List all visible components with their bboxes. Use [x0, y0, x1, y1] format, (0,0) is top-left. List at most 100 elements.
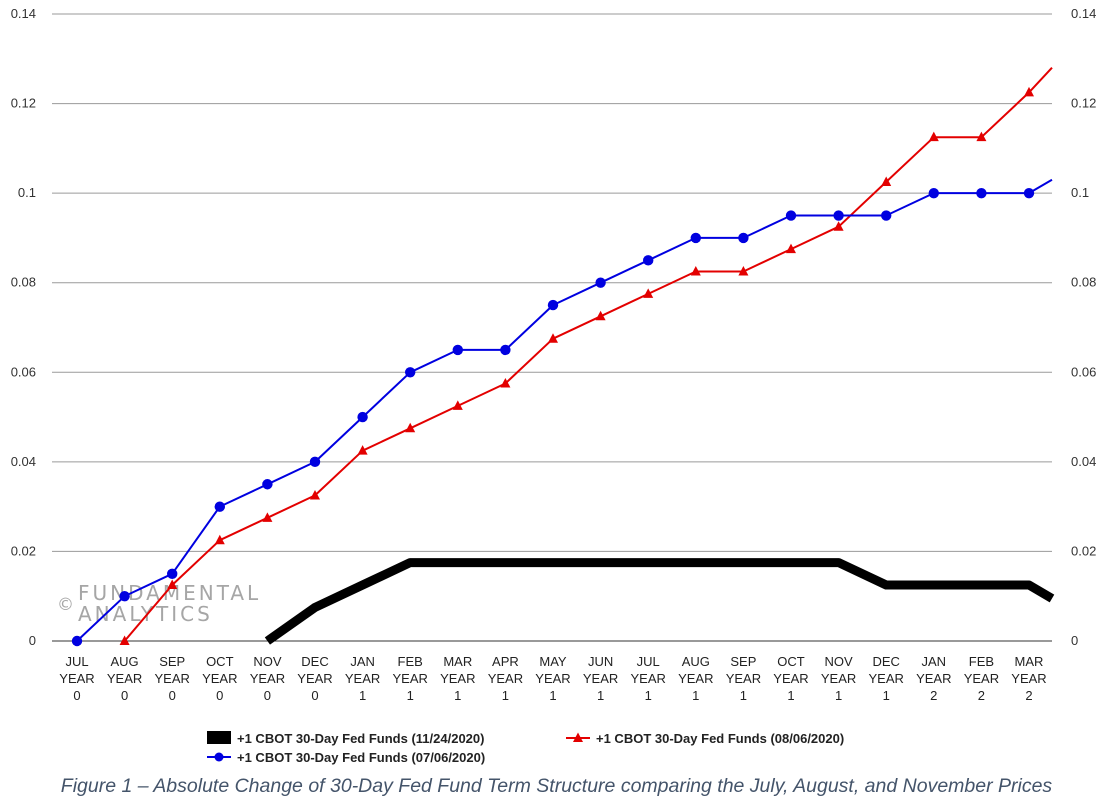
data-point [214, 501, 225, 512]
data-point [500, 377, 511, 388]
data-point [262, 479, 273, 490]
y-tick-label: 0.06 [1071, 364, 1096, 379]
data-point [310, 489, 320, 500]
y-tick-label: 0.06 [11, 364, 36, 379]
legend-item: +1 CBOT 30-Day Fed Funds (07/06/2020) [207, 750, 485, 765]
data-point [595, 277, 606, 288]
data-point [928, 187, 939, 199]
x-tick-label: JUN YEAR 1 [583, 654, 618, 703]
y-tick-label: 0.12 [1071, 96, 1096, 111]
y-tick-label: 0.02 [11, 543, 36, 558]
y-tick-label: 0.04 [1071, 454, 1096, 469]
x-tick-label: SEP YEAR 1 [726, 654, 761, 703]
data-point [357, 411, 368, 423]
legend-marker [573, 732, 583, 742]
legend-label: +1 CBOT 30-Day Fed Funds (11/24/2020) [237, 731, 484, 746]
data-point [643, 255, 654, 266]
copyright-symbol: © [57, 595, 77, 615]
data-point [690, 266, 701, 276]
series-2 [71, 178, 1053, 647]
x-tick-label: NOV YEAR 0 [250, 654, 285, 703]
legend-label: +1 CBOT 30-Day Fed Funds (07/06/2020) [237, 750, 485, 765]
series-line [123, 67, 1053, 642]
x-tick-label: JUL YEAR 0 [59, 654, 94, 703]
x-tick-label: MAY YEAR 1 [535, 654, 570, 703]
data-point [167, 579, 178, 590]
x-axis: JUL YEAR 0 AUG YEAR 0 SEP YEAR 0 OCT YEAR 0 NOV YEAR 0… [59, 654, 1046, 703]
data-point [119, 591, 130, 602]
x-tick-label: OCT YEAR 0 [202, 654, 237, 703]
x-tick-label: MAR YEAR 1 [440, 654, 475, 703]
data-point [167, 568, 178, 580]
y-tick-label: 0.12 [11, 96, 36, 111]
data-point [881, 176, 892, 186]
x-tick-label: DEC YEAR 0 [297, 654, 332, 703]
y-tick-label: 0.08 [1071, 275, 1096, 290]
y-tick-label: 0.14 [11, 6, 36, 21]
data-point [976, 187, 987, 199]
data-point [595, 310, 606, 321]
legend-item: +1 CBOT 30-Day Fed Funds (11/24/2020) [207, 731, 484, 746]
data-point [738, 232, 749, 244]
data-point [643, 288, 654, 298]
y-axis-right: 0 0.02 0.04 0.06 0.08 0.1 0.12 0.14 [1071, 6, 1096, 648]
data-point [976, 131, 987, 142]
series-line [264, 558, 1055, 645]
legend-label: +1 CBOT 30-Day Fed Funds (08/06/2020) [596, 731, 844, 746]
figure-caption: Figure 1 – Absolute Change of 30-Day Fed… [60, 775, 1053, 797]
x-tick-label: AUG YEAR 0 [107, 654, 142, 703]
x-tick-label: JAN YEAR 2 [916, 654, 951, 703]
series-layer [71, 67, 1055, 647]
gridlines [52, 13, 1052, 642]
x-tick-label: MAR YEAR 2 [1011, 654, 1046, 703]
data-point [548, 333, 558, 343]
x-tick-label: NOV YEAR 1 [821, 654, 856, 703]
legend: +1 CBOT 30-Day Fed Funds (11/24/2020) +1 … [207, 731, 844, 765]
series-1 [119, 67, 1053, 645]
data-point [1023, 187, 1035, 199]
x-tick-label: JAN YEAR 1 [345, 654, 380, 703]
data-point [405, 367, 416, 378]
x-tick-label: AUG YEAR 1 [678, 654, 713, 703]
watermark-line1: FUNDAMENTAL [78, 581, 261, 605]
y-tick-label: 0.02 [1071, 543, 1096, 558]
data-point [405, 422, 416, 433]
data-point [309, 456, 321, 468]
data-point [928, 131, 939, 142]
data-point [500, 344, 511, 356]
data-point [690, 232, 701, 244]
x-tick-label: DEC YEAR 1 [868, 654, 903, 703]
data-point [452, 400, 463, 410]
watermark-line2: ANALYTICS [78, 602, 213, 626]
data-point [357, 445, 368, 455]
x-tick-label: FEB YEAR 2 [964, 654, 999, 703]
x-tick-label: FEB YEAR 1 [392, 654, 427, 703]
y-tick-label: 0 [29, 633, 36, 648]
legend-item: +1 CBOT 30-Day Fed Funds (08/06/2020) [566, 731, 844, 746]
x-tick-label: SEP YEAR 0 [154, 654, 189, 703]
data-point [262, 512, 273, 522]
y-tick-label: 0.1 [1071, 185, 1089, 200]
data-point [785, 210, 797, 221]
data-point [547, 299, 559, 311]
y-tick-label: 0.04 [11, 454, 36, 469]
x-tick-label: JUL YEAR 1 [630, 654, 665, 703]
data-point [452, 344, 463, 356]
series-line [76, 178, 1053, 642]
y-tick-label: 0 [1071, 633, 1078, 648]
data-point [214, 534, 225, 545]
data-point [738, 266, 749, 276]
series-0 [264, 558, 1055, 645]
data-point [786, 243, 796, 254]
y-tick-label: 0.1 [18, 185, 36, 200]
data-point [119, 635, 130, 645]
x-tick-label: OCT YEAR 1 [773, 654, 808, 703]
legend-marker [214, 752, 224, 762]
y-tick-label: 0.14 [1071, 6, 1096, 21]
watermark-logo: © FUNDAMENTAL ANALYTICS [57, 581, 261, 626]
legend-swatch [207, 731, 231, 744]
data-point [1024, 86, 1034, 97]
data-point [833, 210, 844, 221]
y-tick-label: 0.08 [11, 275, 36, 290]
